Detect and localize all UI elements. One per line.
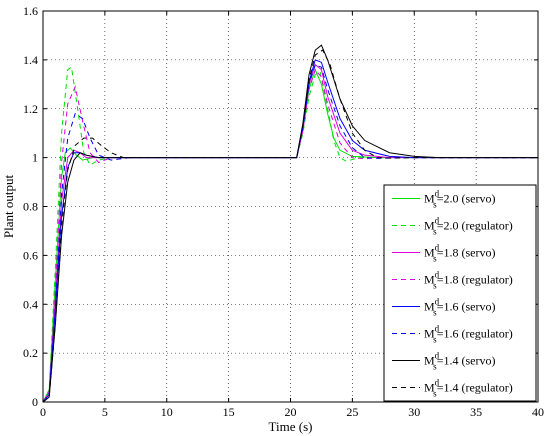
legend-label: Md s=1.6 (servo)	[424, 297, 495, 318]
legend-label: Md s=1.6 (regulator)	[424, 324, 513, 345]
legend-label: Md s=1.8 (regulator)	[424, 270, 513, 291]
y-tick-label: 0.2	[23, 346, 38, 360]
y-tick-label: 1	[32, 151, 38, 165]
y-tick-label: 0.4	[23, 297, 38, 311]
x-tick-label: 15	[223, 405, 235, 419]
axis-ticks: 0 5 10 15 20 25 30 35 40 0 0.2 0.4 0.6 0.8 1 1.2 1.4 1.6	[23, 4, 544, 419]
legend-label: Md s=1.4 (servo)	[424, 351, 495, 372]
legend-label: Md s=1.8 (servo)	[424, 243, 495, 264]
series-line-4	[42, 68, 538, 403]
x-tick-label: 5	[102, 405, 108, 419]
plot-series	[42, 44, 538, 403]
legend-label: Md s=2.0 (regulator)	[424, 216, 513, 237]
x-axis-label: Time (s)	[269, 419, 313, 434]
y-tick-label: 1.2	[23, 102, 38, 116]
y-axis-label: Plant output	[1, 175, 16, 239]
x-tick-label: 35	[470, 405, 482, 419]
y-tick-label: 1.6	[23, 4, 38, 18]
legend-box	[383, 184, 537, 402]
y-tick-label: 0.8	[23, 200, 38, 214]
x-tick-label: 30	[408, 405, 420, 419]
x-tick-label: 25	[346, 405, 358, 419]
y-tick-label: 0	[32, 395, 38, 409]
y-tick-label: 1.4	[23, 53, 38, 67]
legend-label: Md s=2.0 (servo)	[424, 189, 495, 210]
series-line-6	[42, 64, 538, 403]
x-tick-label: 20	[285, 405, 297, 419]
legend: Md s=2.0 (servo) Md s=2.0 (regulator) Md s=1.…	[383, 184, 537, 402]
x-tick-label: 40	[532, 405, 544, 419]
legend-label: Md s=1.4 (regulator)	[424, 378, 513, 399]
y-tick-label: 0.6	[23, 248, 38, 262]
x-tick-label: 0	[40, 405, 46, 419]
x-tick-label: 10	[161, 405, 173, 419]
series-line-8	[42, 49, 538, 403]
